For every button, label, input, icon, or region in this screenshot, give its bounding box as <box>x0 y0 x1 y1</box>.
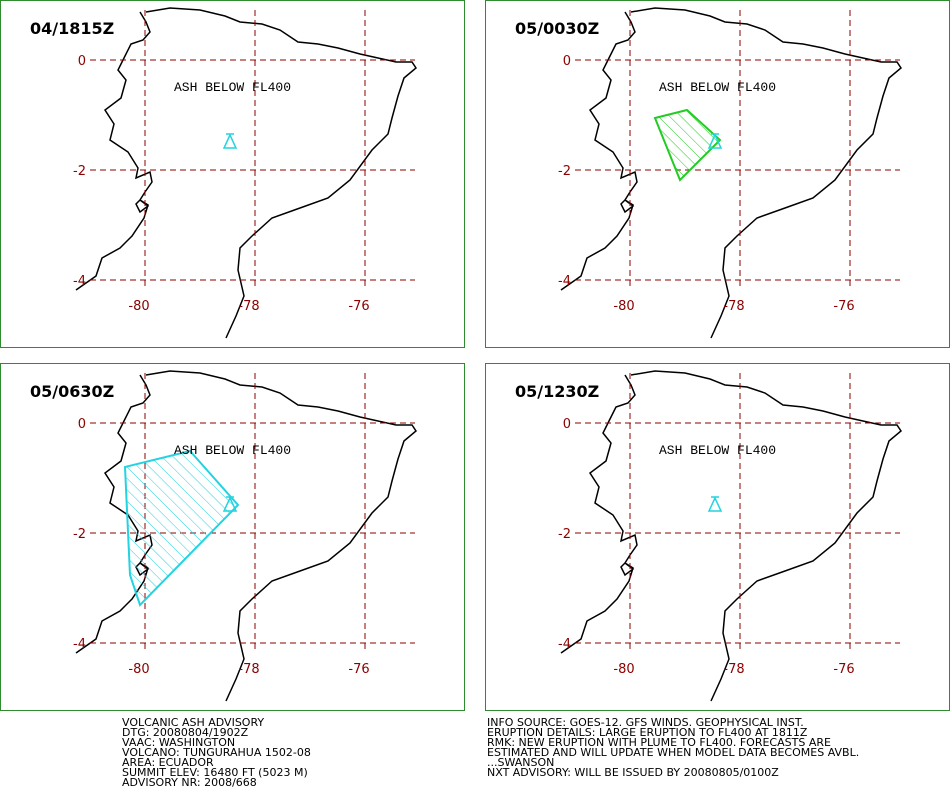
advisory-line: ADVISORY NR: 2008/668 <box>122 776 257 789</box>
advisory-line: ERUPTION DETAILS: LARGE ERUPTION TO FL40… <box>487 726 808 739</box>
lon-label: -80 <box>128 299 149 314</box>
advisory-line: NXT ADVISORY: WILL BE ISSUED BY 20080805… <box>487 766 779 779</box>
map-panel: 0 -2 -4 -80 -78 -76 05/0030Z ASH BELOW FL400 <box>485 0 950 348</box>
lat-label: -2 <box>558 164 571 179</box>
lat-label: -4 <box>558 637 571 652</box>
lat-label: 0 <box>563 54 571 69</box>
panel-frame <box>0 363 465 711</box>
volcano-symbol <box>222 133 238 149</box>
lat-label: -4 <box>73 637 86 652</box>
lon-label: -78 <box>723 662 744 677</box>
volcano-symbol <box>707 496 723 512</box>
lon-label: -76 <box>348 662 369 677</box>
advisory-line: ESTIMATED AND WILL UPDATE WHEN MODEL DAT… <box>487 746 859 759</box>
ash-note: ASH BELOW FL400 <box>659 80 776 95</box>
volcano-symbol <box>222 496 238 512</box>
lon-label: -76 <box>833 299 854 314</box>
valid-time: 05/0630Z <box>30 382 114 401</box>
advisory-line: AREA: ECUADOR <box>122 756 214 769</box>
lon-label: -80 <box>128 662 149 677</box>
lat-label: -2 <box>73 164 86 179</box>
lat-label: -4 <box>73 274 86 289</box>
panel-frame <box>485 363 950 711</box>
lon-label: -80 <box>613 299 634 314</box>
valid-time: 05/1230Z <box>515 382 599 401</box>
lon-label: -78 <box>238 299 259 314</box>
panel-frame <box>0 0 465 348</box>
advisory-line: VOLCANO: TUNGURAHUA 1502-08 <box>122 746 311 759</box>
panel-frame <box>485 0 950 348</box>
ash-area <box>123 449 240 607</box>
volcano-symbol <box>707 133 723 149</box>
map-panel: 0 -2 -4 -80 -78 -76 05/0630Z ASH BELOW FL400 <box>0 363 465 711</box>
lon-label: -78 <box>238 662 259 677</box>
lat-label: 0 <box>563 417 571 432</box>
advisory-line: VOLCANIC ASH ADVISORY <box>122 716 264 729</box>
advisory-line: RMK: NEW ERUPTION WITH PLUME TO FL400. F… <box>487 736 831 749</box>
lon-label: -78 <box>723 299 744 314</box>
lat-label: -2 <box>73 527 86 542</box>
ash-note: ASH BELOW FL400 <box>659 443 776 458</box>
lat-label: 0 <box>78 54 86 69</box>
ash-note: ASH BELOW FL400 <box>174 80 291 95</box>
advisory-line: INFO SOURCE: GOES-12. GFS WINDS. GEOPHYS… <box>487 716 804 729</box>
valid-time: 05/0030Z <box>515 19 599 38</box>
advisory-line: ...SWANSON <box>487 756 554 769</box>
ash-area <box>653 108 722 182</box>
lat-label: 0 <box>78 417 86 432</box>
advisory-line: VAAC: WASHINGTON <box>122 736 235 749</box>
lon-label: -76 <box>348 299 369 314</box>
advisory-line: SUMMIT ELEV: 16480 FT (5023 M) <box>122 766 308 779</box>
lon-label: -76 <box>833 662 854 677</box>
ash-note: ASH BELOW FL400 <box>174 443 291 458</box>
lon-label: -80 <box>613 662 634 677</box>
advisory-line: DTG: 20080804/1902Z <box>122 726 249 739</box>
map-panel: 0 -2 -4 -80 -78 -76 05/1230Z ASH BELOW FL400 <box>485 363 950 711</box>
lat-label: -4 <box>558 274 571 289</box>
valid-time: 04/1815Z <box>30 19 114 38</box>
lat-label: -2 <box>558 527 571 542</box>
map-panel: 0 -2 -4 -80 -78 -76 04/1815Z ASH BELOW FL400 <box>0 0 465 348</box>
